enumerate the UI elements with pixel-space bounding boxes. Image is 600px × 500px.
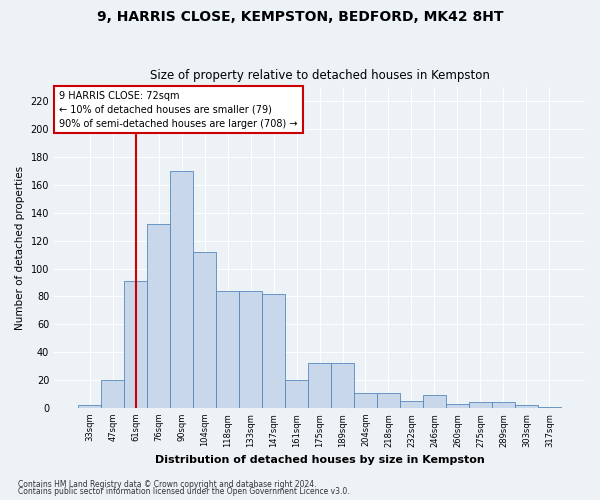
Bar bbox=[354, 392, 377, 408]
Bar bbox=[193, 252, 216, 408]
Bar bbox=[262, 294, 285, 408]
Bar bbox=[469, 402, 492, 408]
Text: Contains public sector information licensed under the Open Government Licence v3: Contains public sector information licen… bbox=[18, 487, 350, 496]
Bar bbox=[124, 281, 147, 408]
Title: Size of property relative to detached houses in Kempston: Size of property relative to detached ho… bbox=[149, 69, 490, 82]
Bar bbox=[400, 401, 423, 408]
Bar bbox=[515, 405, 538, 408]
Text: Contains HM Land Registry data © Crown copyright and database right 2024.: Contains HM Land Registry data © Crown c… bbox=[18, 480, 317, 489]
Bar bbox=[423, 396, 446, 408]
Bar bbox=[78, 405, 101, 408]
Bar bbox=[377, 392, 400, 408]
Bar bbox=[170, 171, 193, 408]
Bar bbox=[331, 364, 354, 408]
Bar bbox=[492, 402, 515, 408]
Bar bbox=[239, 291, 262, 408]
Bar bbox=[285, 380, 308, 408]
Bar bbox=[147, 224, 170, 408]
X-axis label: Distribution of detached houses by size in Kempston: Distribution of detached houses by size … bbox=[155, 455, 484, 465]
Text: 9, HARRIS CLOSE, KEMPSTON, BEDFORD, MK42 8HT: 9, HARRIS CLOSE, KEMPSTON, BEDFORD, MK42… bbox=[97, 10, 503, 24]
Text: 9 HARRIS CLOSE: 72sqm
← 10% of detached houses are smaller (79)
90% of semi-deta: 9 HARRIS CLOSE: 72sqm ← 10% of detached … bbox=[59, 90, 298, 128]
Bar bbox=[538, 406, 561, 408]
Bar bbox=[101, 380, 124, 408]
Y-axis label: Number of detached properties: Number of detached properties bbox=[15, 166, 25, 330]
Bar bbox=[216, 291, 239, 408]
Bar bbox=[446, 404, 469, 408]
Bar bbox=[308, 364, 331, 408]
